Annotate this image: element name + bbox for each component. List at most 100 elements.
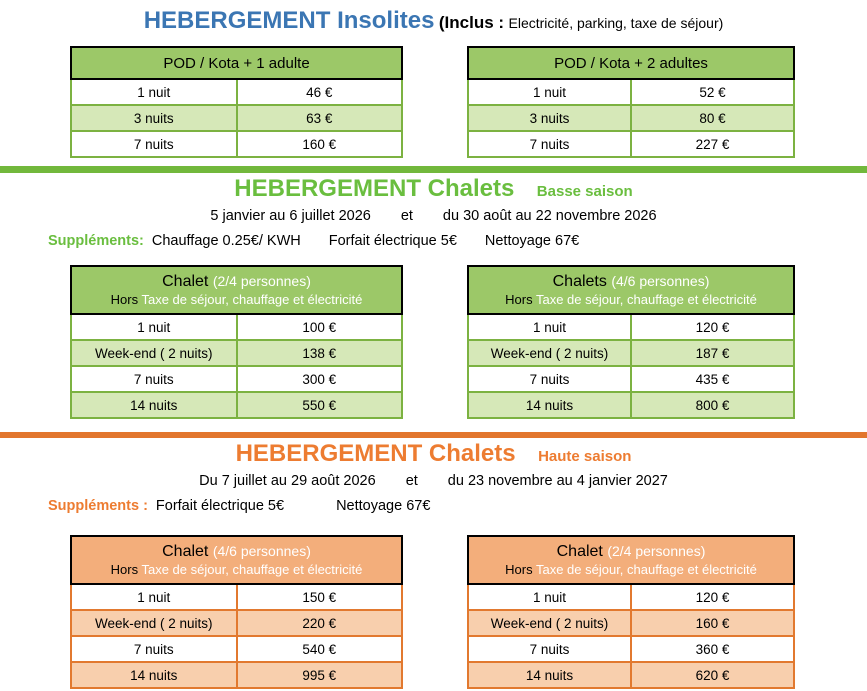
duration-cell: 7 nuits	[467, 635, 632, 663]
supplements-items: Forfait électrique 5€ Nettoyage 67€	[156, 497, 430, 515]
table-row: Week-end ( 2 nuits) 187 €	[467, 339, 795, 367]
table-row: 7 nuits 160 €	[70, 130, 403, 158]
supplements-items: Chauffage 0.25€/ KWH Forfait électrique 5…	[152, 232, 579, 250]
price-cell: 120 €	[630, 583, 795, 611]
duration-cell: Week-end ( 2 nuits)	[70, 339, 238, 367]
chalet-name: Chalet	[556, 543, 603, 560]
table-row: 14 nuits 995 €	[70, 661, 403, 689]
page-title: HEBERGEMENT Insolites (Inclus : Electric…	[0, 0, 867, 35]
supplement-item: Forfait électrique 5€	[155, 498, 285, 514]
price-cell: 360 €	[630, 635, 795, 663]
price-cell: 620 €	[630, 661, 795, 689]
table-header: Chalets (4/6 personnes) Hors Taxe de séj…	[467, 265, 795, 315]
duration-cell: Week-end ( 2 nuits)	[70, 609, 238, 637]
duration-cell: 7 nuits	[70, 635, 238, 663]
table-chalet-haute-4-6: Chalet (4/6 personnes) Hors Taxe de séjo…	[70, 535, 403, 689]
chalet-header-line2: Hors Taxe de séjour, chauffage et électr…	[469, 292, 793, 308]
duration-cell: 7 nuits	[70, 130, 238, 158]
hors-label: Hors	[505, 562, 533, 577]
table-pod-kota-1-adulte: POD / Kota + 1 adulte 1 nuit 46 €3 nuits 6…	[70, 46, 403, 158]
price-cell: 52 €	[630, 78, 795, 106]
table-row: 1 nuit 100 €	[70, 313, 403, 341]
haute-heading: HEBERGEMENT Chalets Haute saison	[0, 440, 867, 471]
chalet-capacity: (2/4 personnes)	[607, 543, 706, 559]
haute-tables-row: Chalet (4/6 personnes) Hors Taxe de séjo…	[0, 535, 867, 689]
table-row: 7 nuits 435 €	[467, 365, 795, 393]
hors-text: Taxe de séjour, chauffage et électricité	[535, 562, 757, 577]
table-chalet-basse-2-4: Chalet (2/4 personnes) Hors Taxe de séjo…	[70, 265, 403, 419]
duration-cell: 1 nuit	[467, 313, 632, 341]
duration-cell: 7 nuits	[70, 365, 238, 393]
section-chalets-basse-saison: HEBERGEMENT Chalets Basse saison 5 janvi…	[0, 175, 867, 419]
table-row: 1 nuit 120 €	[467, 583, 795, 611]
section-insolites: HEBERGEMENT Insolites (Inclus : Electric…	[0, 0, 867, 158]
chalet-header-line2: Hors Taxe de séjour, chauffage et électr…	[469, 562, 793, 578]
duration-cell: Week-end ( 2 nuits)	[467, 609, 632, 637]
table-row: 7 nuits 227 €	[467, 130, 795, 158]
price-cell: 227 €	[630, 130, 795, 158]
hors-label: Hors	[110, 292, 139, 307]
chalet-header-line1: Chalet (4/6 personnes)	[72, 541, 401, 562]
basse-supplements-line: Suppléments: Chauffage 0.25€/ KWH Forfait…	[0, 232, 867, 250]
table-row: 7 nuits 300 €	[70, 365, 403, 393]
chalet-header-line2: Hors Taxe de séjour, chauffage et électr…	[72, 562, 401, 578]
duration-cell: 14 nuits	[70, 391, 238, 419]
table-row: 1 nuit 52 €	[467, 78, 795, 106]
hors-label: Hors	[110, 562, 139, 577]
price-cell: 100 €	[235, 313, 403, 341]
duration-cell: 14 nuits	[467, 391, 632, 419]
table-header: POD / Kota + 1 adulte	[70, 46, 403, 80]
section-chalets-haute-saison: HEBERGEMENT Chalets Haute saison Du 7 ju…	[0, 440, 867, 689]
duration-cell: 1 nuit	[70, 313, 238, 341]
haute-supplements-line: Suppléments : Forfait électrique 5€ Netto…	[0, 497, 867, 515]
date-range-1: 5 janvier au 6 juillet 2026	[210, 208, 371, 224]
duration-cell: Week-end ( 2 nuits)	[467, 339, 632, 367]
hors-label: Hors	[505, 292, 533, 307]
table-row: 3 nuits 80 €	[467, 104, 795, 132]
date-range-1: Du 7 juillet au 29 août 2026	[199, 473, 376, 489]
chalet-capacity: (4/6 personnes)	[611, 273, 710, 289]
duration-cell: 1 nuit	[70, 583, 238, 611]
duration-cell: 1 nuit	[467, 78, 632, 106]
supplement-item: Nettoyage 67€	[336, 498, 431, 514]
supplements-label: Suppléments :	[48, 498, 148, 514]
price-cell: 800 €	[630, 391, 795, 419]
supplement-item: Nettoyage 67€	[484, 233, 580, 249]
table-row: 14 nuits 620 €	[467, 661, 795, 689]
table-header: Chalet (2/4 personnes) Hors Taxe de séjo…	[467, 535, 795, 585]
date-range-2: du 23 novembre au 4 janvier 2027	[447, 473, 668, 489]
supplements-label: Suppléments:	[48, 233, 144, 249]
inclus-text: Electricité, parking, taxe de séjour)	[508, 15, 724, 31]
supplement-item: Forfait électrique 5€	[328, 233, 457, 249]
price-cell: 160 €	[235, 130, 403, 158]
date-separator: et	[400, 208, 413, 224]
date-range-2: du 30 août au 22 novembre 2026	[442, 208, 657, 224]
price-cell: 80 €	[630, 104, 795, 132]
price-cell: 220 €	[235, 609, 403, 637]
inclus-label: (Inclus :	[438, 13, 505, 32]
chalet-name: Chalets	[552, 273, 607, 290]
table-row: 14 nuits 550 €	[70, 391, 403, 419]
price-cell: 150 €	[235, 583, 403, 611]
basse-heading: HEBERGEMENT Chalets Basse saison	[0, 175, 867, 206]
chalet-header-line2: Hors Taxe de séjour, chauffage et électr…	[72, 292, 401, 308]
table-row: 1 nuit 150 €	[70, 583, 403, 611]
duration-cell: 1 nuit	[467, 583, 632, 611]
duration-cell: 14 nuits	[70, 661, 238, 689]
table-header: POD / Kota + 2 adultes	[467, 46, 795, 80]
chalet-name: Chalet	[162, 273, 209, 290]
table-row: 1 nuit 120 €	[467, 313, 795, 341]
price-cell: 46 €	[235, 78, 403, 106]
table-row: 3 nuits 63 €	[70, 104, 403, 132]
chalet-header-line1: Chalet (2/4 personnes)	[72, 271, 401, 292]
table-row: 1 nuit 46 €	[70, 78, 403, 106]
hors-text: Taxe de séjour, chauffage et électricité	[535, 292, 757, 307]
table-row: Week-end ( 2 nuits) 220 €	[70, 609, 403, 637]
price-cell: 160 €	[630, 609, 795, 637]
title-chalets-haute: HEBERGEMENT Chalets	[235, 440, 516, 467]
table-chalet-haute-2-4: Chalet (2/4 personnes) Hors Taxe de séjo…	[467, 535, 795, 689]
table-pod-kota-2-adultes: POD / Kota + 2 adultes 1 nuit 52 €3 nuits…	[467, 46, 795, 158]
hors-text: Taxe de séjour, chauffage et électricité	[141, 292, 363, 307]
chalet-capacity: (4/6 personnes)	[212, 543, 311, 559]
table-header: Chalet (4/6 personnes) Hors Taxe de séjo…	[70, 535, 403, 585]
